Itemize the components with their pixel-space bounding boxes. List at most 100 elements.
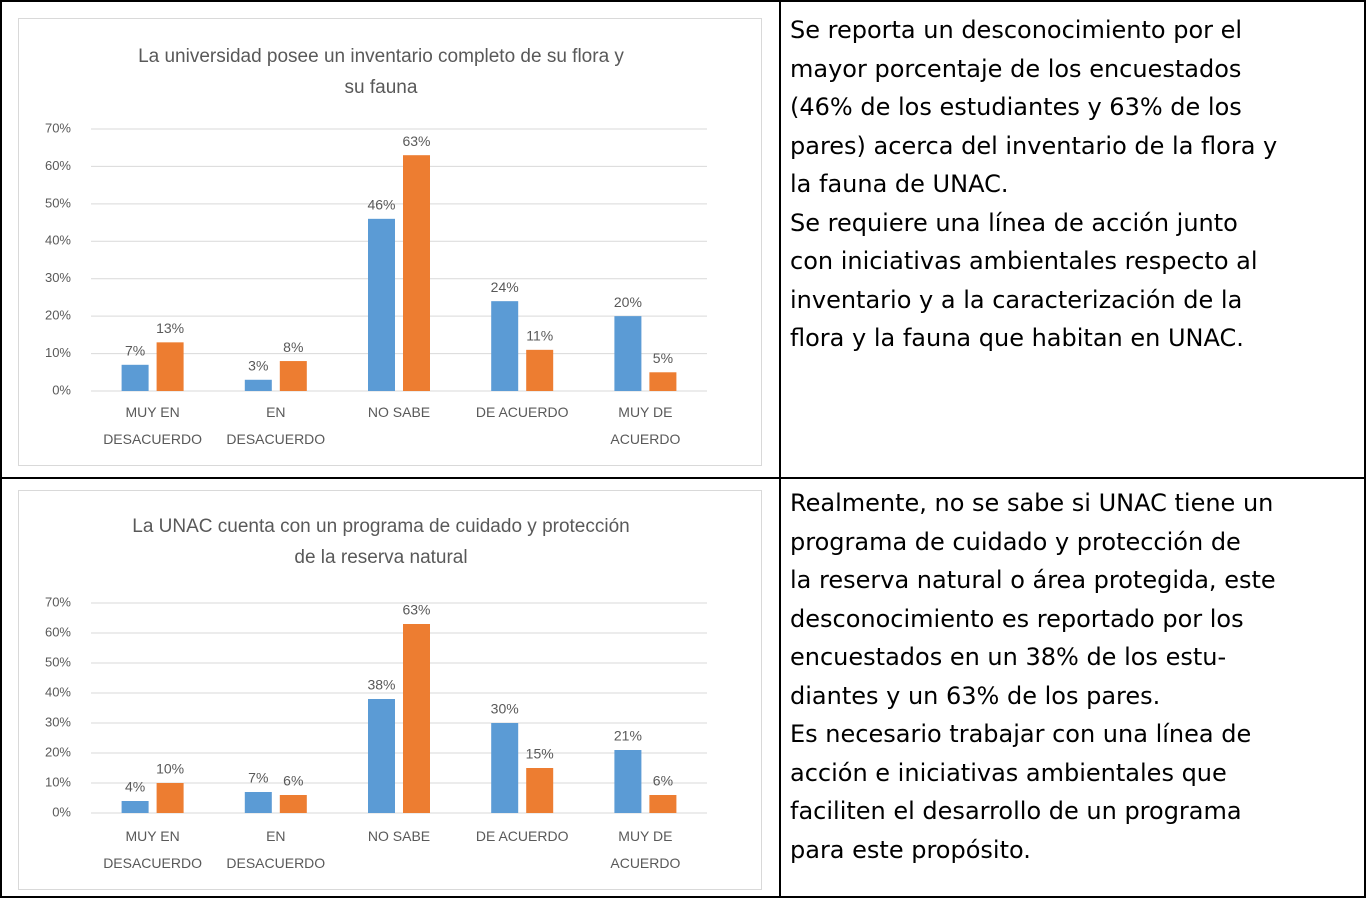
text-cell: Se reporta un desconocimiento por el mayo…: [790, 11, 1277, 358]
chart: La universidad posee un inventario compl…: [18, 18, 762, 466]
y-tick-label: 60%: [45, 158, 71, 173]
chart-title: La universidad posee un inventario compl…: [138, 46, 624, 98]
bar: [526, 349, 554, 391]
text-cell: Realmente, no se sabe si UNAC tiene un pr…: [790, 484, 1276, 869]
bar: [279, 361, 307, 391]
y-tick-label: 60%: [45, 624, 71, 639]
data-label: 3%: [248, 357, 268, 373]
bar: [403, 624, 430, 813]
x-tick-label: NO SABE: [367, 828, 431, 844]
data-label: 63%: [402, 602, 430, 618]
text-line: acción e iniciativas ambientales que: [790, 758, 1227, 787]
x-tick-label: EN DESACUERDO: [226, 828, 326, 871]
data-label: 7%: [125, 343, 145, 359]
bar: [244, 792, 272, 813]
plot: 0% 10% 20% 30% 40% 50% 60% 70% 4% 10% 7% 6% 38% 63% 30…: [45, 594, 707, 819]
x-tick-label: DE ACUERDO: [475, 404, 569, 420]
y-tick-label: 30%: [45, 714, 71, 729]
bar: [156, 342, 184, 391]
y-tick-label: 40%: [45, 684, 71, 699]
bar: [649, 795, 677, 813]
data-label: 10%: [156, 761, 184, 777]
data-label: 30%: [491, 701, 519, 717]
text-line: mayor porcentaje de los encuestados: [790, 54, 1242, 83]
bar: [279, 795, 307, 813]
bar: [156, 783, 184, 813]
data-label: 38%: [367, 677, 395, 693]
data-label: 13%: [156, 320, 184, 336]
y-tick-label: 70%: [45, 120, 71, 135]
data-label: 20%: [614, 294, 642, 310]
bar: [614, 750, 642, 813]
x-tick-label: EN DESACUERDO: [226, 404, 326, 447]
x-tick-label: NO SABE: [367, 404, 431, 420]
y-tick-label: 20%: [45, 308, 71, 323]
y-tick-label: 50%: [45, 654, 71, 669]
text-line: (46% de los estudiantes y 63% de los: [790, 93, 1242, 121]
bar: [491, 301, 519, 391]
y-tick-label: 70%: [45, 594, 71, 609]
data-label: 6%: [283, 773, 303, 789]
x-tick-label: MUY DE ACUERDO: [610, 404, 681, 447]
bar: [244, 379, 272, 391]
text-line: diantes y un 63% de los pares.: [790, 681, 1161, 710]
x-tick-label: MUY EN DESACUERDO: [103, 404, 202, 447]
data-label: 11%: [526, 328, 553, 344]
y-tick-label: 20%: [45, 744, 71, 759]
text-line: Es necesario trabajar con una línea de: [790, 720, 1252, 748]
border: [779, 0, 781, 898]
data-label: 15%: [526, 746, 554, 762]
plot: 0% 10% 20% 30% 40% 50% 60% 70% 7% 13% 3% 8% 46% 63% 24…: [45, 120, 707, 397]
text-line: pares) acerca del inventario de la flora…: [790, 131, 1278, 160]
x-tick-label: MUY DE ACUERDO: [610, 828, 681, 871]
bar: [491, 723, 519, 813]
border: [0, 896, 1366, 898]
x-tick-label: MUY EN DESACUERDO: [103, 828, 202, 871]
text-line: la fauna de UNAC.: [790, 170, 1009, 198]
bar: [649, 372, 677, 391]
text-line: con iniciativas ambientales respecto al: [790, 247, 1258, 275]
text-line: Se requiere una línea de acción junto: [790, 208, 1238, 237]
bar: [121, 364, 149, 391]
y-tick-label: 40%: [45, 233, 71, 248]
x-tick-label: DE ACUERDO: [475, 828, 569, 844]
data-label: 21%: [614, 728, 642, 744]
chart-title: La UNAC cuenta con un programa de cuidad…: [132, 516, 630, 568]
text-line: encuestados en un 38% de los estu-: [790, 643, 1227, 671]
bar: [403, 155, 430, 391]
y-tick-label: 0%: [52, 382, 71, 397]
data-label: 24%: [491, 279, 519, 295]
text-line: flora y la fauna que habitan en UNAC.: [790, 324, 1244, 352]
border: [0, 477, 1366, 479]
text-line: faciliten el desarrollo de un programa: [790, 797, 1242, 825]
y-tick-label: 50%: [45, 195, 71, 210]
data-label: 8%: [283, 339, 303, 355]
bar: [526, 768, 554, 813]
text-line: Se reporta un desconocimiento por el: [790, 16, 1243, 44]
bar: [368, 218, 395, 391]
chart: La UNAC cuenta con un programa de cuidad…: [18, 490, 762, 890]
data-label: 6%: [653, 773, 673, 789]
y-tick-label: 30%: [45, 270, 71, 285]
text-line: la reserva natural o área protegida, est…: [790, 566, 1276, 594]
text-line: para este propósito.: [790, 835, 1031, 864]
data-label: 46%: [367, 197, 395, 213]
border: [0, 0, 2, 898]
data-label: 4%: [125, 779, 145, 795]
border: [1364, 0, 1366, 898]
y-tick-label: 10%: [45, 345, 71, 360]
border: [0, 0, 1366, 2]
data-label: 7%: [248, 770, 268, 786]
text-line: inventario y a la caracterización de la: [790, 285, 1243, 314]
y-tick-label: 0%: [52, 804, 71, 819]
text-line: programa de cuidado y protección de: [790, 527, 1241, 556]
text-line: Realmente, no se sabe si UNAC tiene un: [790, 489, 1274, 517]
data-label: 63%: [402, 133, 430, 149]
bar: [614, 316, 642, 391]
bar: [368, 699, 395, 813]
text-line: desconocimiento es reportado por los: [790, 604, 1244, 633]
y-tick-label: 10%: [45, 774, 71, 789]
data-label: 5%: [653, 350, 673, 366]
bar: [121, 801, 149, 813]
